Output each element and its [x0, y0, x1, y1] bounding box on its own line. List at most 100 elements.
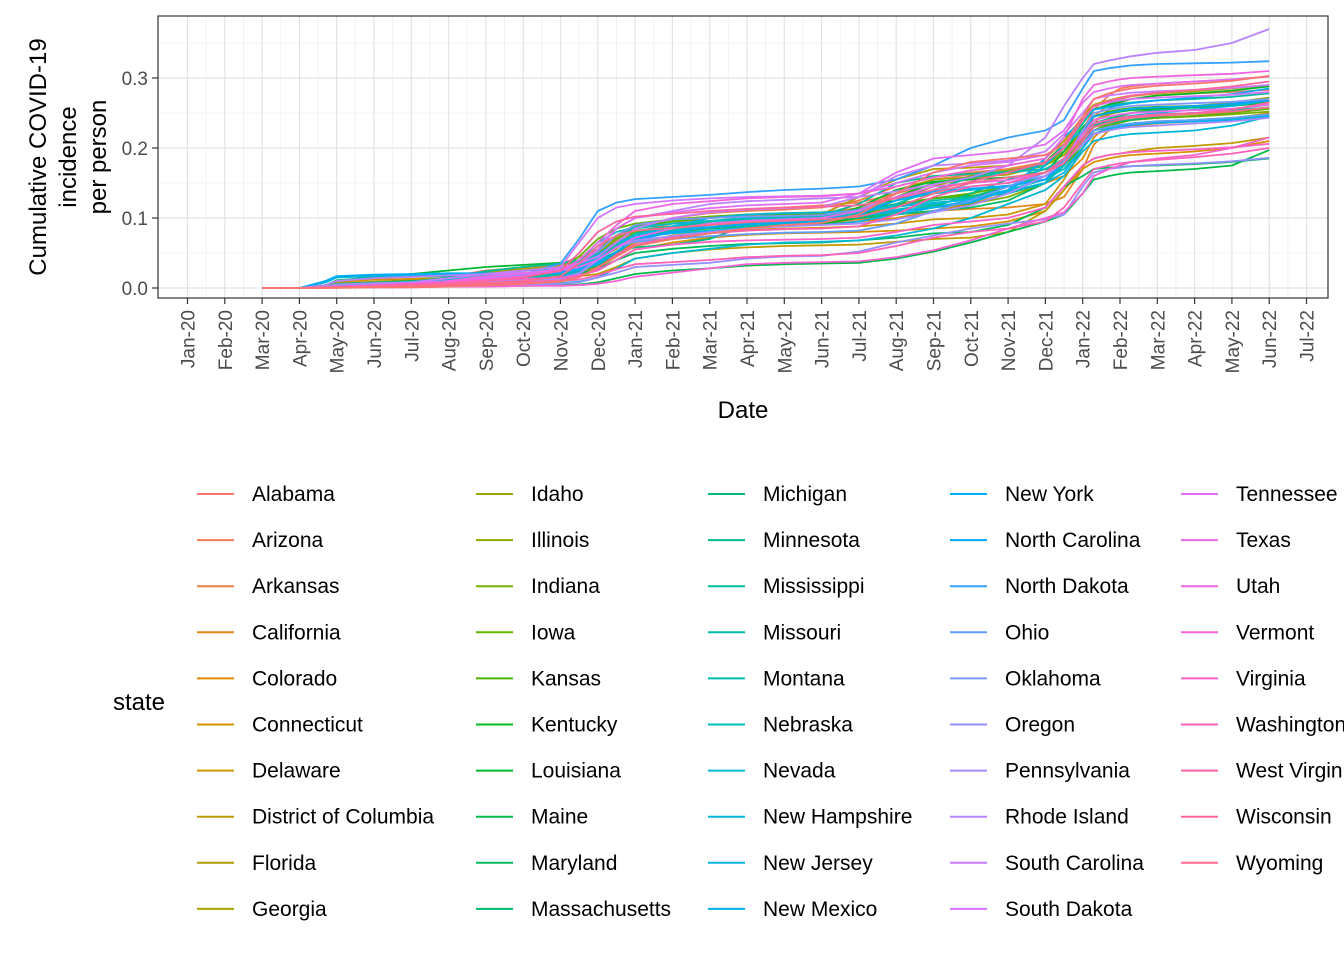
- legend-label: Iowa: [531, 621, 576, 644]
- legend-label: New York: [1005, 483, 1094, 506]
- x-tick-label: Aug-20: [440, 310, 461, 371]
- legend-item: Tennessee: [1181, 483, 1338, 506]
- legend-item: Delaware: [197, 760, 341, 783]
- legend-item: Nevada: [708, 760, 836, 783]
- legend-item: Louisiana: [476, 760, 621, 783]
- legend-label: Kansas: [531, 667, 601, 690]
- legend-label: North Carolina: [1005, 529, 1141, 552]
- legend-label: Maine: [531, 806, 588, 829]
- legend-label: Florida: [252, 852, 317, 875]
- legend-label: Maryland: [531, 852, 617, 875]
- legend-label: South Carolina: [1005, 852, 1144, 875]
- series-lines: [262, 28, 1270, 289]
- y-tick-label: 0.1: [122, 209, 148, 230]
- legend-label: Ohio: [1005, 621, 1049, 644]
- x-tick-label: Mar-22: [1148, 310, 1169, 370]
- legend-label: Utah: [1236, 575, 1280, 598]
- legend-item: Arizona: [197, 529, 324, 552]
- legend-item: Arkansas: [197, 575, 340, 598]
- series-line-virginia: [262, 142, 1270, 289]
- x-tick-label: Jan-21: [626, 310, 647, 368]
- legend-label: Tennessee: [1236, 483, 1338, 506]
- x-tick-label: Mar-21: [701, 310, 722, 370]
- x-tick-label: Jan-22: [1074, 310, 1095, 368]
- legend-label: Pennsylvania: [1005, 760, 1130, 783]
- legend-label: Nebraska: [763, 714, 853, 737]
- legend-item: North Carolina: [950, 529, 1141, 552]
- x-tick-label: Apr-22: [1186, 310, 1207, 367]
- legend-item: Connecticut: [197, 714, 363, 737]
- legend-label: Louisiana: [531, 760, 621, 783]
- legend-label: Georgia: [252, 898, 327, 921]
- legend-label: New Mexico: [763, 898, 877, 921]
- legend-item: Virginia: [1181, 667, 1306, 690]
- legend-label: Arkansas: [252, 575, 340, 598]
- legend-item: Maine: [476, 806, 588, 829]
- legend-item: Indiana: [476, 575, 600, 598]
- legend-item: Massachusetts: [476, 898, 671, 921]
- panel-border: [157, 15, 1329, 299]
- legend-item: District of Columbia: [197, 806, 434, 829]
- legend-item: California: [197, 621, 341, 644]
- legend-item: Oklahoma: [950, 667, 1101, 690]
- legend-item: Montana: [708, 667, 845, 690]
- legend-label: Kentucky: [531, 714, 618, 737]
- legend-label: Wyoming: [1236, 852, 1323, 875]
- legend-item: West Virginia: [1181, 760, 1344, 783]
- series-line-wyoming: [262, 106, 1270, 289]
- legend-label: Indiana: [531, 575, 600, 598]
- legend-label: Oklahoma: [1005, 667, 1101, 690]
- legend-label: District of Columbia: [252, 806, 434, 829]
- x-tick-label: Jul-20: [402, 310, 423, 362]
- legend-item: Wyoming: [1181, 852, 1323, 875]
- legend-label: Mississippi: [763, 575, 865, 598]
- legend-label: Virginia: [1236, 667, 1306, 690]
- y-axis-title-line: per person: [85, 100, 112, 215]
- x-tick-label: Jan-20: [179, 310, 200, 368]
- legend-label: Washington: [1236, 714, 1344, 737]
- legend-label: Montana: [763, 667, 845, 690]
- legend-item: Florida: [197, 852, 317, 875]
- legend-item: Maryland: [476, 852, 617, 875]
- legend-item: Oregon: [950, 714, 1075, 737]
- legend-item: Colorado: [197, 667, 337, 690]
- legend-label: Nevada: [763, 760, 836, 783]
- x-tick-label: Jun-21: [813, 310, 834, 368]
- x-tick-label: Jul-22: [1298, 310, 1319, 362]
- x-tick-label: Dec-20: [589, 310, 610, 371]
- x-tick-label: Sep-21: [925, 310, 946, 371]
- legend-label: Vermont: [1236, 621, 1314, 644]
- legend-title: state: [113, 689, 165, 716]
- x-tick-label: Jul-21: [850, 310, 871, 362]
- legend-item: Kansas: [476, 667, 601, 690]
- legend-item: Michigan: [708, 483, 847, 506]
- x-tick-label: Jun-22: [1260, 310, 1281, 368]
- legend-item: Nebraska: [708, 714, 853, 737]
- x-tick-label: Oct-21: [962, 310, 983, 367]
- legend-item: Idaho: [476, 483, 584, 506]
- legend-label: Delaware: [252, 760, 341, 783]
- legend-item: Washington: [1181, 714, 1344, 737]
- legend-label: Arizona: [252, 529, 324, 552]
- legend-item: Ohio: [950, 621, 1049, 644]
- legend-item: New Hampshire: [708, 806, 912, 829]
- legend-item: Wisconsin: [1181, 806, 1332, 829]
- legend-label: Massachusetts: [531, 898, 671, 921]
- x-tick-label: Nov-21: [999, 310, 1020, 371]
- legend-label: Connecticut: [252, 714, 363, 737]
- legend-item: New York: [950, 483, 1094, 506]
- axes-layer: Jan-20 Feb-20 Mar-20 Apr-20 May-20 Jun-20 Jul-…: [122, 69, 1319, 373]
- legend: state Alabama Arizona Arkansas California Co…: [113, 483, 1344, 921]
- legend-label: Minnesota: [763, 529, 860, 552]
- y-axis-title-line: Cumulative COVID-19: [25, 38, 52, 275]
- legend-item: Rhode Island: [950, 806, 1129, 829]
- x-tick-label: Oct-20: [514, 310, 535, 367]
- x-axis-title: Date: [718, 397, 769, 424]
- legend-item: Iowa: [476, 621, 576, 644]
- x-tick-label: Feb-20: [216, 310, 237, 370]
- legend-item: Mississippi: [708, 575, 865, 598]
- legend-label: Texas: [1236, 529, 1291, 552]
- legend-item: New Jersey: [708, 852, 873, 875]
- plot-panel: [158, 16, 1328, 298]
